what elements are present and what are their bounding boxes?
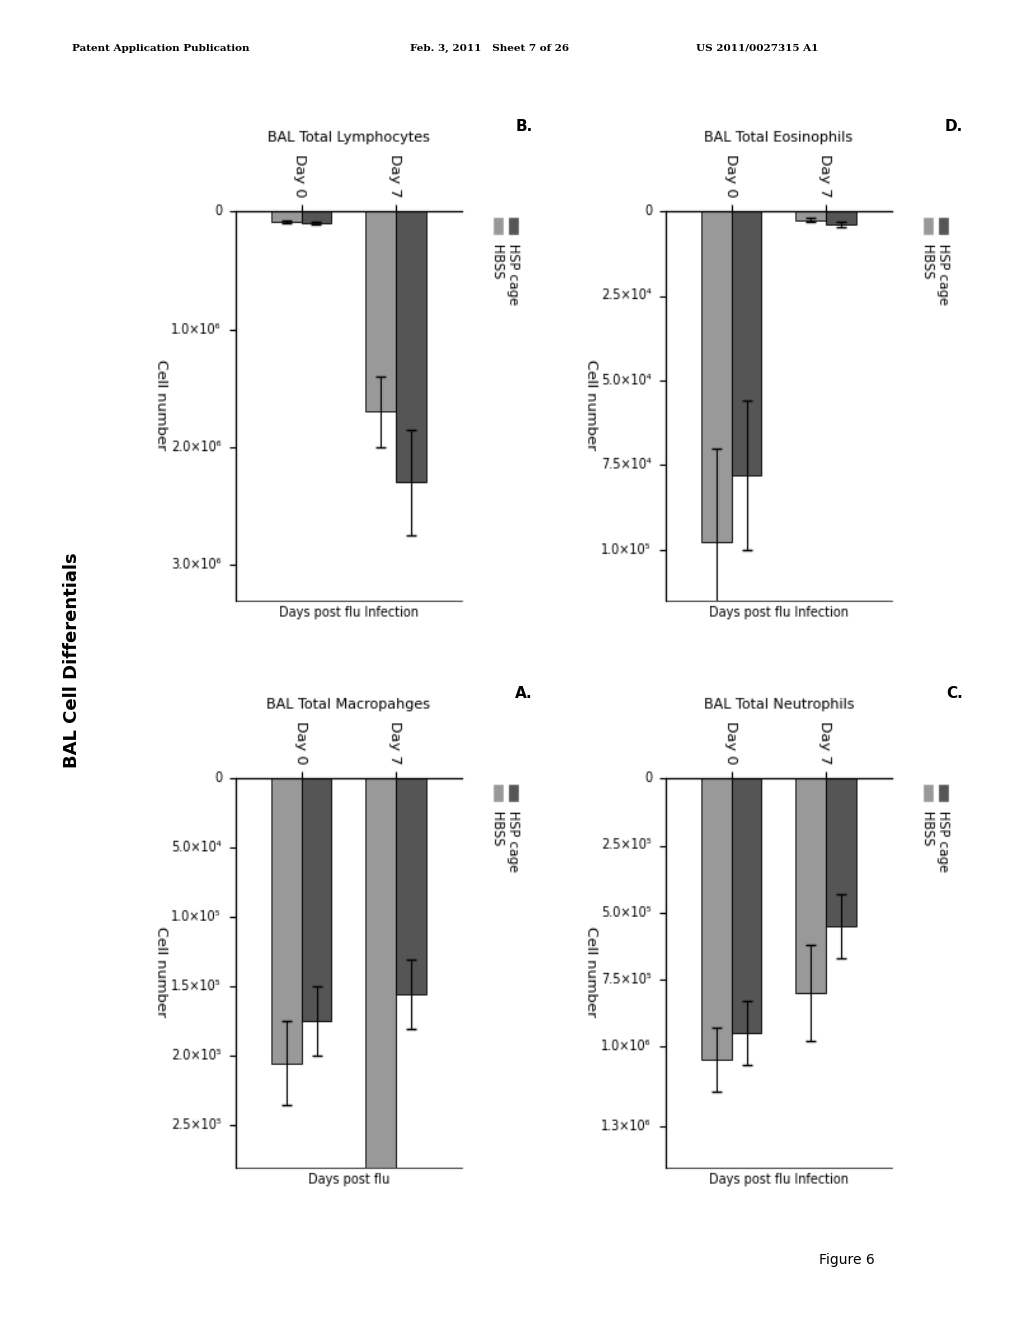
Text: D.: D. — [944, 119, 963, 133]
Text: US 2011/0027315 A1: US 2011/0027315 A1 — [696, 44, 819, 53]
Text: Patent Application Publication: Patent Application Publication — [72, 44, 249, 53]
Text: BAL Cell Differentials: BAL Cell Differentials — [62, 552, 81, 768]
Text: B.: B. — [515, 119, 532, 133]
Text: Feb. 3, 2011   Sheet 7 of 26: Feb. 3, 2011 Sheet 7 of 26 — [410, 44, 568, 53]
Text: C.: C. — [946, 686, 963, 701]
Text: Figure 6: Figure 6 — [819, 1253, 874, 1267]
Text: A.: A. — [515, 686, 532, 701]
